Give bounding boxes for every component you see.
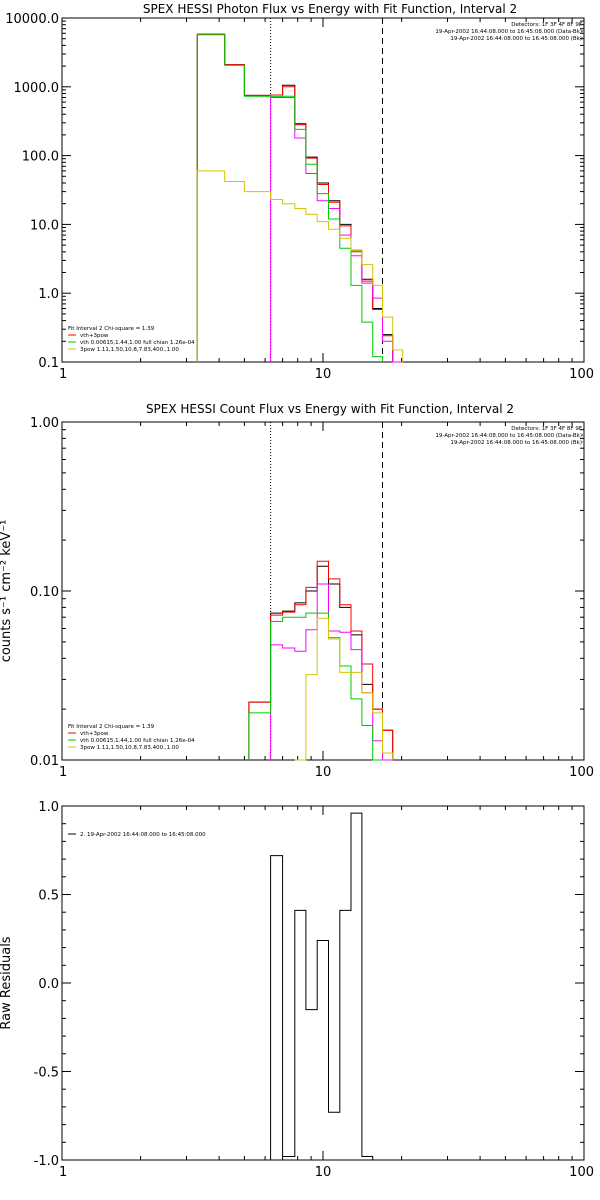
y-tick-label: -1.0 [34,1154,59,1169]
photon-flux-panel: SPEX HESSI Photon Flux vs Energy with Fi… [5,2,594,382]
y-axis-label: counts s⁻¹ cm⁻² keV⁻¹ [0,520,14,663]
legend-entry: vth 0.00615,1.44,1.00 full chian 1.26e-0… [80,738,195,744]
x-tick-label: 10 [315,1165,332,1180]
x-tick-label: 10 [315,765,332,780]
y-tick-label: 0.0 [38,977,59,992]
series-line-3 [248,612,383,761]
y-tick-label: 100.0 [22,150,59,165]
plot-frame [61,421,585,761]
residuals-panel: 1 10 100 -1.0 -0.5 0.0 0.5 1.0 Raw Residuals 2. 1… [0,800,594,1180]
legend-entry: vth 0.00615,1.44,1.00 full chian 1.26e-0… [80,340,195,346]
x-tick-label: 1 [59,765,67,780]
y-tick-label: 1.0 [38,800,59,815]
legend-entry: 3pow 1.11,1.50,10.8,7.83,400.,1.00 [80,347,179,353]
count-flux-title: SPEX HESSI Count Flux vs Energy with Fit… [146,402,514,416]
legend-entry: 3pow 1.11,1.50,10.8,7.83,400.,1.00 [80,745,179,751]
y-tick-label: 0.01 [30,754,59,769]
y-tick-label: 10.0 [30,218,59,233]
y-axis-label: Raw Residuals [0,936,14,1029]
legend-entry: 2. 19-Apr-2002 16:44:08.000 to 16:45:08.… [80,832,206,838]
legend-header: Fit Interval 2 Chi-square = 1.39 [68,724,155,730]
info-text: Detectors: 1F 3F 4F 8F 9F [511,426,582,432]
y-tick-label: 1000.0 [14,81,60,96]
y-tick-label: -0.5 [34,1066,59,1081]
plot-frame [61,17,585,363]
plot-frame [61,805,585,1161]
info-text: 19-Apr-2002 16:44:08.000 to 16:45:08.000… [435,29,582,35]
info-text: 19-Apr-2002 16:44:08.000 to 16:45:08.000… [450,36,582,42]
x-tick-label: 100 [569,765,594,780]
y-tick-label: 1.00 [30,416,59,431]
series-line-1 [196,33,403,363]
legend-entry: vth+3pow [80,333,109,339]
x-tick-label: 100 [569,367,594,382]
y-tick-label: 1.0 [38,287,59,302]
x-tick-label: 1 [59,367,67,382]
legend-header: Fit Interval 2 Chi-square = 1.39 [68,326,155,332]
info-text: Detectors: 1F 3F 4F 8F 9F [511,22,582,28]
x-tick-label: 100 [569,1165,594,1180]
series-line-3 [196,34,383,362]
info-text: 19-Apr-2002 16:44:08.000 to 16:45:08.000… [435,433,582,439]
series-line-4 [294,617,394,761]
series-line-4 [196,170,404,362]
y-tick-label: 0.5 [38,889,59,904]
x-tick-label: 1 [59,1165,67,1180]
x-tick-label: 10 [315,367,332,382]
y-tick-label: 0.1 [38,356,59,371]
y-tick-label: 10000.0 [5,12,59,27]
series-line-0 [196,33,403,363]
series-line-2 [270,583,393,761]
y-tick-label: 0.10 [30,585,59,600]
info-text: 19-Apr-2002 16:44:08.000 to 16:45:08.000… [450,440,582,446]
legend-entry: vth+3pow [80,731,109,737]
series-line-0 [270,812,374,1160]
photon-flux-title: SPEX HESSI Photon Flux vs Energy with Fi… [143,2,517,16]
count-flux-panel: SPEX HESSI Count Flux vs Energy with Fit… [0,402,594,780]
